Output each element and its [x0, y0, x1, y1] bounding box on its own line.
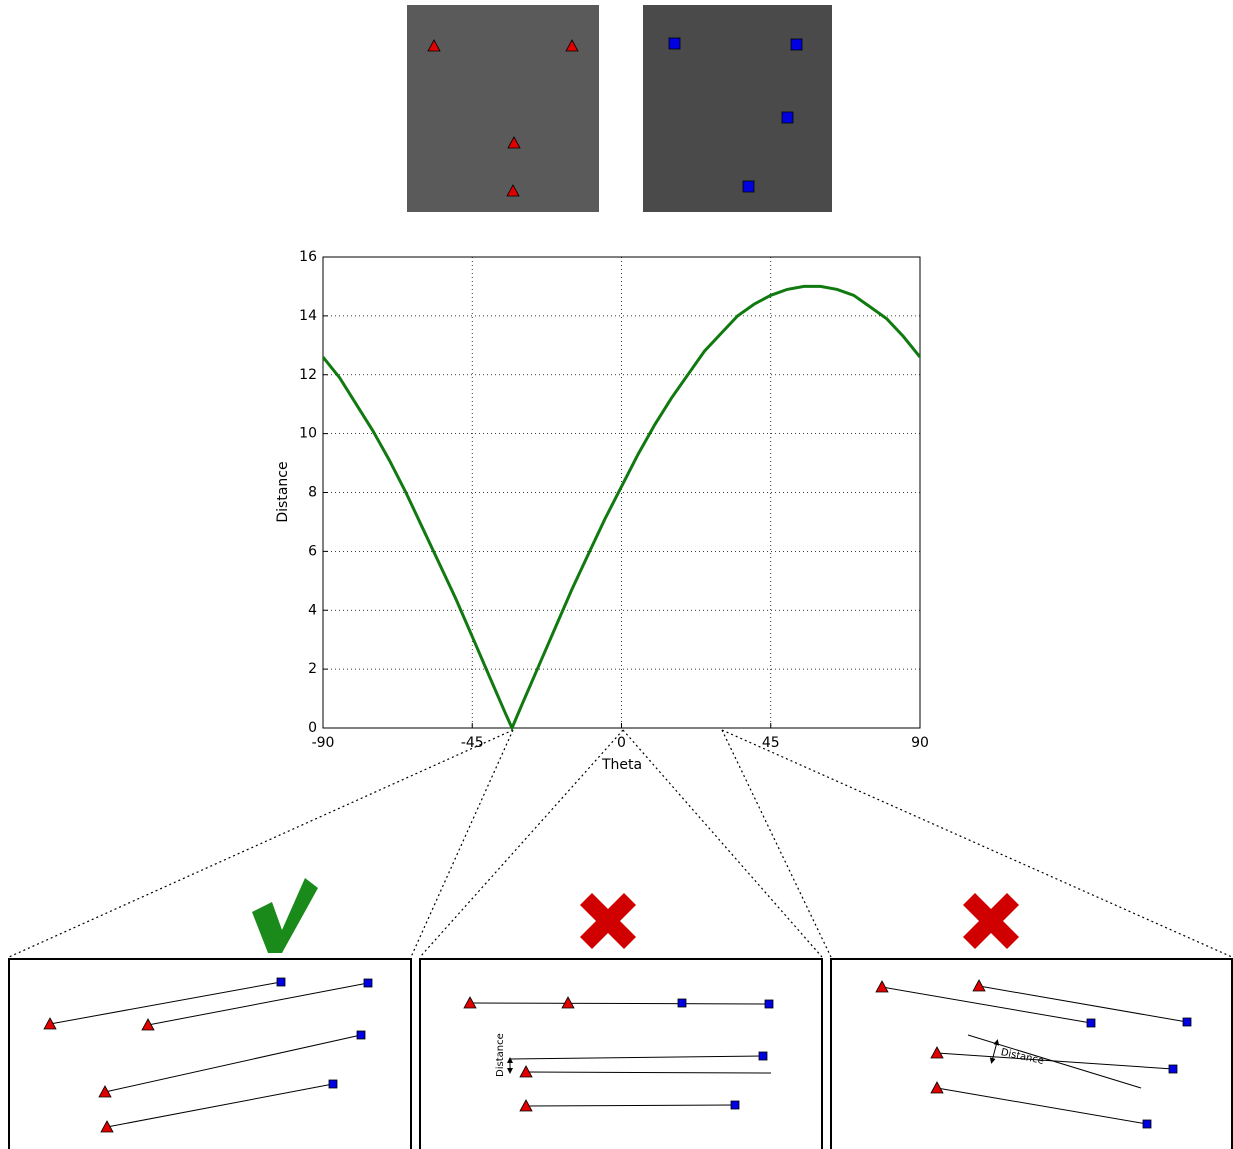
check-mark [252, 878, 318, 953]
y-tick-label: 12 [299, 367, 317, 383]
cross-mark [963, 893, 1019, 949]
figure: Distance Theta Distance Distance 0 2 4 6 8 10… [0, 0, 1233, 1149]
x-axis-label: Theta [601, 757, 642, 773]
x-tick-label: -45 [461, 735, 484, 751]
cross-mark [580, 893, 636, 949]
x-tick-label: 90 [911, 735, 929, 751]
face-images [407, 5, 832, 212]
y-tick-label: 6 [308, 543, 317, 559]
annotation: Distance [1000, 1047, 1045, 1067]
y-tick-label: 14 [299, 308, 317, 324]
x-tick-label: 0 [617, 735, 626, 751]
face-image-frontal [407, 5, 599, 212]
y-tick-label: 8 [308, 485, 317, 501]
y-tick-label: 10 [299, 426, 317, 442]
y-tick-label: 2 [308, 661, 317, 677]
y-axis-label: Distance [275, 461, 291, 522]
y-tick-label: 0 [308, 720, 317, 736]
annotation: Distance [495, 1033, 506, 1077]
x-tick-label: 45 [762, 735, 780, 751]
squares [277, 978, 1191, 1128]
panels [9, 959, 1232, 1149]
y-tick-label: 16 [299, 249, 317, 265]
face-image-rotated [643, 5, 832, 212]
y-tick-label: 4 [308, 602, 317, 618]
x-tick-label: -90 [312, 735, 335, 751]
